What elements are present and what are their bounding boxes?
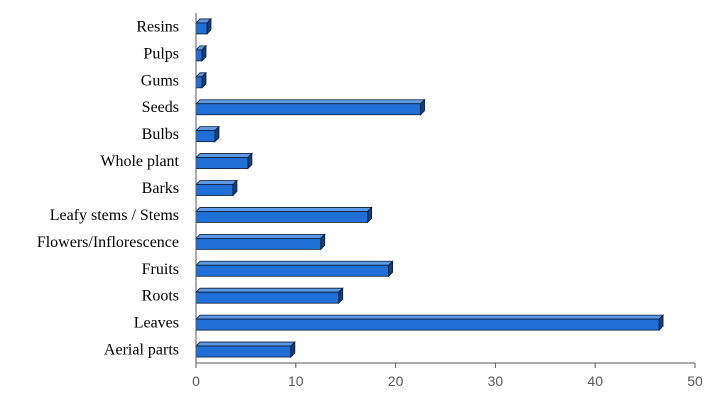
bar-front-face — [195, 49, 203, 62]
bar-front-face — [195, 264, 390, 277]
bar-top-face — [195, 341, 296, 347]
category-label: Fruits — [142, 261, 179, 278]
category-label: Whole plant — [100, 153, 179, 170]
bar-top-face — [195, 153, 253, 158]
bar-front-face — [195, 318, 660, 331]
bar-front-face — [195, 22, 208, 35]
bar-aerial-parts — [195, 341, 296, 359]
category-label: Resins — [136, 18, 179, 35]
bar-fruits — [195, 260, 394, 278]
bar-front-face — [195, 184, 234, 196]
bar-top-face — [195, 99, 426, 105]
bar-front-face — [195, 157, 249, 169]
x-tick-label: 10 — [288, 373, 304, 389]
bar-top-face — [195, 314, 665, 320]
bar-whole-plant — [195, 152, 253, 170]
bar-front-face — [195, 103, 421, 116]
bar-front-face — [195, 345, 292, 358]
bar-front-face — [195, 291, 340, 304]
category-label: Pulps — [143, 45, 179, 62]
category-label: Aerial parts — [104, 342, 179, 359]
bar-front-face — [195, 76, 203, 89]
bar-seeds — [195, 98, 426, 116]
category-label: Leaves — [134, 315, 179, 332]
category-labels: Aerial parts Leaves Roots Fruits Flowers/Inf… — [37, 18, 180, 358]
category-label: Barks — [142, 180, 179, 197]
bar-front-face — [195, 237, 322, 250]
bar-top-face — [195, 233, 326, 239]
x-axis: 0 10 20 30 40 50 — [192, 362, 703, 389]
bar-leafy-stems-stems — [195, 206, 373, 224]
bar-flowers-inflorescence — [195, 233, 326, 251]
bar-front-face — [195, 211, 369, 223]
x-tick-label: 30 — [488, 373, 504, 389]
category-label: Roots — [142, 288, 179, 305]
bar-gums — [195, 71, 207, 89]
bar-top-face — [195, 180, 238, 185]
bar-front-face — [195, 130, 216, 143]
category-label: Bulbs — [142, 126, 179, 143]
x-tick-label: 50 — [687, 373, 703, 389]
category-label: Flowers/Inflorescence — [37, 234, 179, 251]
category-label: Seeds — [142, 99, 179, 116]
bar-top-face — [195, 207, 373, 212]
bar-roots — [195, 287, 344, 305]
bar-leaves — [195, 314, 665, 332]
x-tick-label: 20 — [388, 373, 404, 389]
x-tick-label: 0 — [192, 373, 200, 389]
bar-bulbs — [195, 125, 220, 143]
bars-group — [195, 17, 665, 359]
bar-top-face — [195, 260, 394, 266]
category-label: Gums — [141, 72, 179, 89]
bar-barks — [195, 179, 238, 197]
bar-top-face — [195, 287, 344, 293]
x-tick-label: 40 — [587, 373, 603, 389]
bar-resins — [195, 17, 212, 35]
bar-pulps — [195, 44, 207, 62]
category-label: Leafy stems / Stems — [50, 207, 179, 224]
